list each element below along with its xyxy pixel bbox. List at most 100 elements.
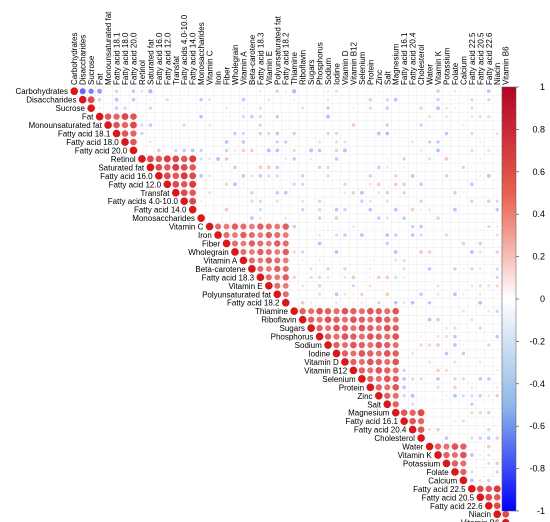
row-label: Folate bbox=[426, 468, 449, 477]
corr-circle bbox=[199, 114, 204, 119]
corr-circle bbox=[317, 207, 322, 212]
corr-circle bbox=[282, 232, 289, 238]
corr-circle bbox=[428, 208, 432, 212]
row-label: Sucrose bbox=[56, 104, 86, 113]
corr-circle bbox=[343, 233, 347, 237]
corr-circle bbox=[199, 200, 203, 203]
corr-circle bbox=[180, 163, 188, 171]
corr-circle bbox=[419, 208, 423, 211]
corr-circle bbox=[248, 257, 255, 264]
corr-circle bbox=[462, 123, 465, 127]
corr-circle bbox=[292, 250, 296, 254]
corr-circle bbox=[393, 97, 398, 102]
corr-circle bbox=[324, 325, 332, 332]
corr-circle bbox=[282, 282, 289, 289]
column-label: Vitamin A bbox=[239, 51, 248, 85]
corr-circle bbox=[368, 207, 373, 212]
corr-circle bbox=[157, 132, 160, 135]
corr-circle bbox=[375, 358, 382, 366]
corr-circle bbox=[301, 250, 305, 254]
corr-circle bbox=[265, 248, 272, 256]
corr-circle bbox=[274, 223, 281, 230]
corr-circle bbox=[275, 114, 279, 119]
corr-circle bbox=[257, 223, 264, 230]
corr-circle bbox=[267, 124, 270, 127]
corr-circle bbox=[225, 115, 228, 118]
corr-circle bbox=[274, 274, 281, 281]
corr-circle bbox=[352, 301, 355, 304]
corr-circle bbox=[495, 393, 500, 398]
corr-circle bbox=[131, 97, 136, 102]
row-label: Carbohydrates bbox=[16, 87, 68, 96]
column-label: Salt bbox=[383, 70, 392, 85]
column-label: Wholegrain bbox=[231, 45, 240, 85]
corr-circle bbox=[478, 292, 482, 296]
corr-circle bbox=[250, 191, 254, 195]
row-label: Fatty acid 18.1 bbox=[58, 130, 111, 139]
corr-circle bbox=[317, 292, 322, 296]
corr-circle bbox=[189, 197, 197, 205]
corr-circle bbox=[394, 132, 397, 135]
corr-circle bbox=[487, 98, 491, 102]
corr-circle bbox=[385, 233, 390, 237]
corr-circle bbox=[386, 157, 389, 161]
corr-circle bbox=[175, 124, 177, 126]
corr-circle bbox=[165, 98, 169, 102]
corr-circle bbox=[317, 275, 322, 279]
corr-circle bbox=[231, 248, 239, 256]
corr-circle bbox=[341, 307, 349, 315]
column-label: Vitamin B6 bbox=[502, 46, 511, 85]
corr-circle bbox=[385, 292, 390, 297]
corr-circle bbox=[264, 281, 273, 290]
corr-circle bbox=[273, 290, 282, 299]
corr-circle bbox=[385, 98, 389, 102]
corr-circle bbox=[332, 349, 341, 358]
corr-circle bbox=[310, 132, 312, 135]
corr-circle bbox=[392, 401, 399, 408]
corr-circle bbox=[454, 166, 456, 169]
corr-circle bbox=[436, 377, 440, 381]
corr-circle bbox=[478, 326, 482, 330]
corr-circle bbox=[392, 307, 400, 315]
corr-circle bbox=[350, 350, 357, 357]
corr-circle bbox=[453, 207, 457, 212]
corr-circle bbox=[224, 182, 229, 187]
corr-circle bbox=[284, 132, 287, 135]
corr-circle bbox=[409, 409, 416, 416]
corr-circle bbox=[344, 107, 346, 109]
corr-circle bbox=[293, 174, 296, 177]
row-label: Fatty acid 16.1 bbox=[345, 417, 398, 426]
corr-circle bbox=[495, 267, 499, 271]
corr-circle bbox=[282, 257, 289, 264]
corr-circle bbox=[369, 276, 372, 279]
corr-circle bbox=[436, 89, 440, 94]
corr-circle bbox=[298, 315, 307, 324]
corr-circle bbox=[479, 453, 482, 457]
corr-circle bbox=[394, 174, 398, 178]
corr-circle bbox=[367, 375, 374, 383]
corr-circle bbox=[317, 284, 322, 288]
corr-circle bbox=[368, 182, 372, 186]
row-label: Vitamin C bbox=[169, 223, 204, 232]
corr-circle bbox=[496, 293, 499, 296]
colorbar-tick-label: -1 bbox=[537, 506, 545, 516]
corr-circle bbox=[478, 300, 483, 305]
corr-circle bbox=[358, 324, 366, 332]
colorbar-tick-label: 1 bbox=[540, 82, 545, 92]
column-label: Fatty acid 22.6 bbox=[485, 32, 494, 85]
corr-circle bbox=[265, 265, 272, 272]
corr-circle bbox=[470, 131, 474, 136]
corr-circle bbox=[266, 165, 271, 170]
corr-circle bbox=[180, 155, 188, 163]
corr-circle bbox=[275, 174, 279, 178]
corr-circle bbox=[445, 394, 448, 397]
corr-circle bbox=[392, 375, 399, 383]
corr-circle bbox=[250, 216, 254, 220]
corr-circle bbox=[393, 233, 398, 237]
corr-circle bbox=[114, 106, 119, 110]
corr-circle bbox=[479, 140, 482, 144]
corr-circle bbox=[375, 316, 383, 323]
corr-circle bbox=[453, 377, 457, 381]
corr-circle bbox=[377, 301, 381, 305]
corr-circle bbox=[326, 174, 330, 178]
